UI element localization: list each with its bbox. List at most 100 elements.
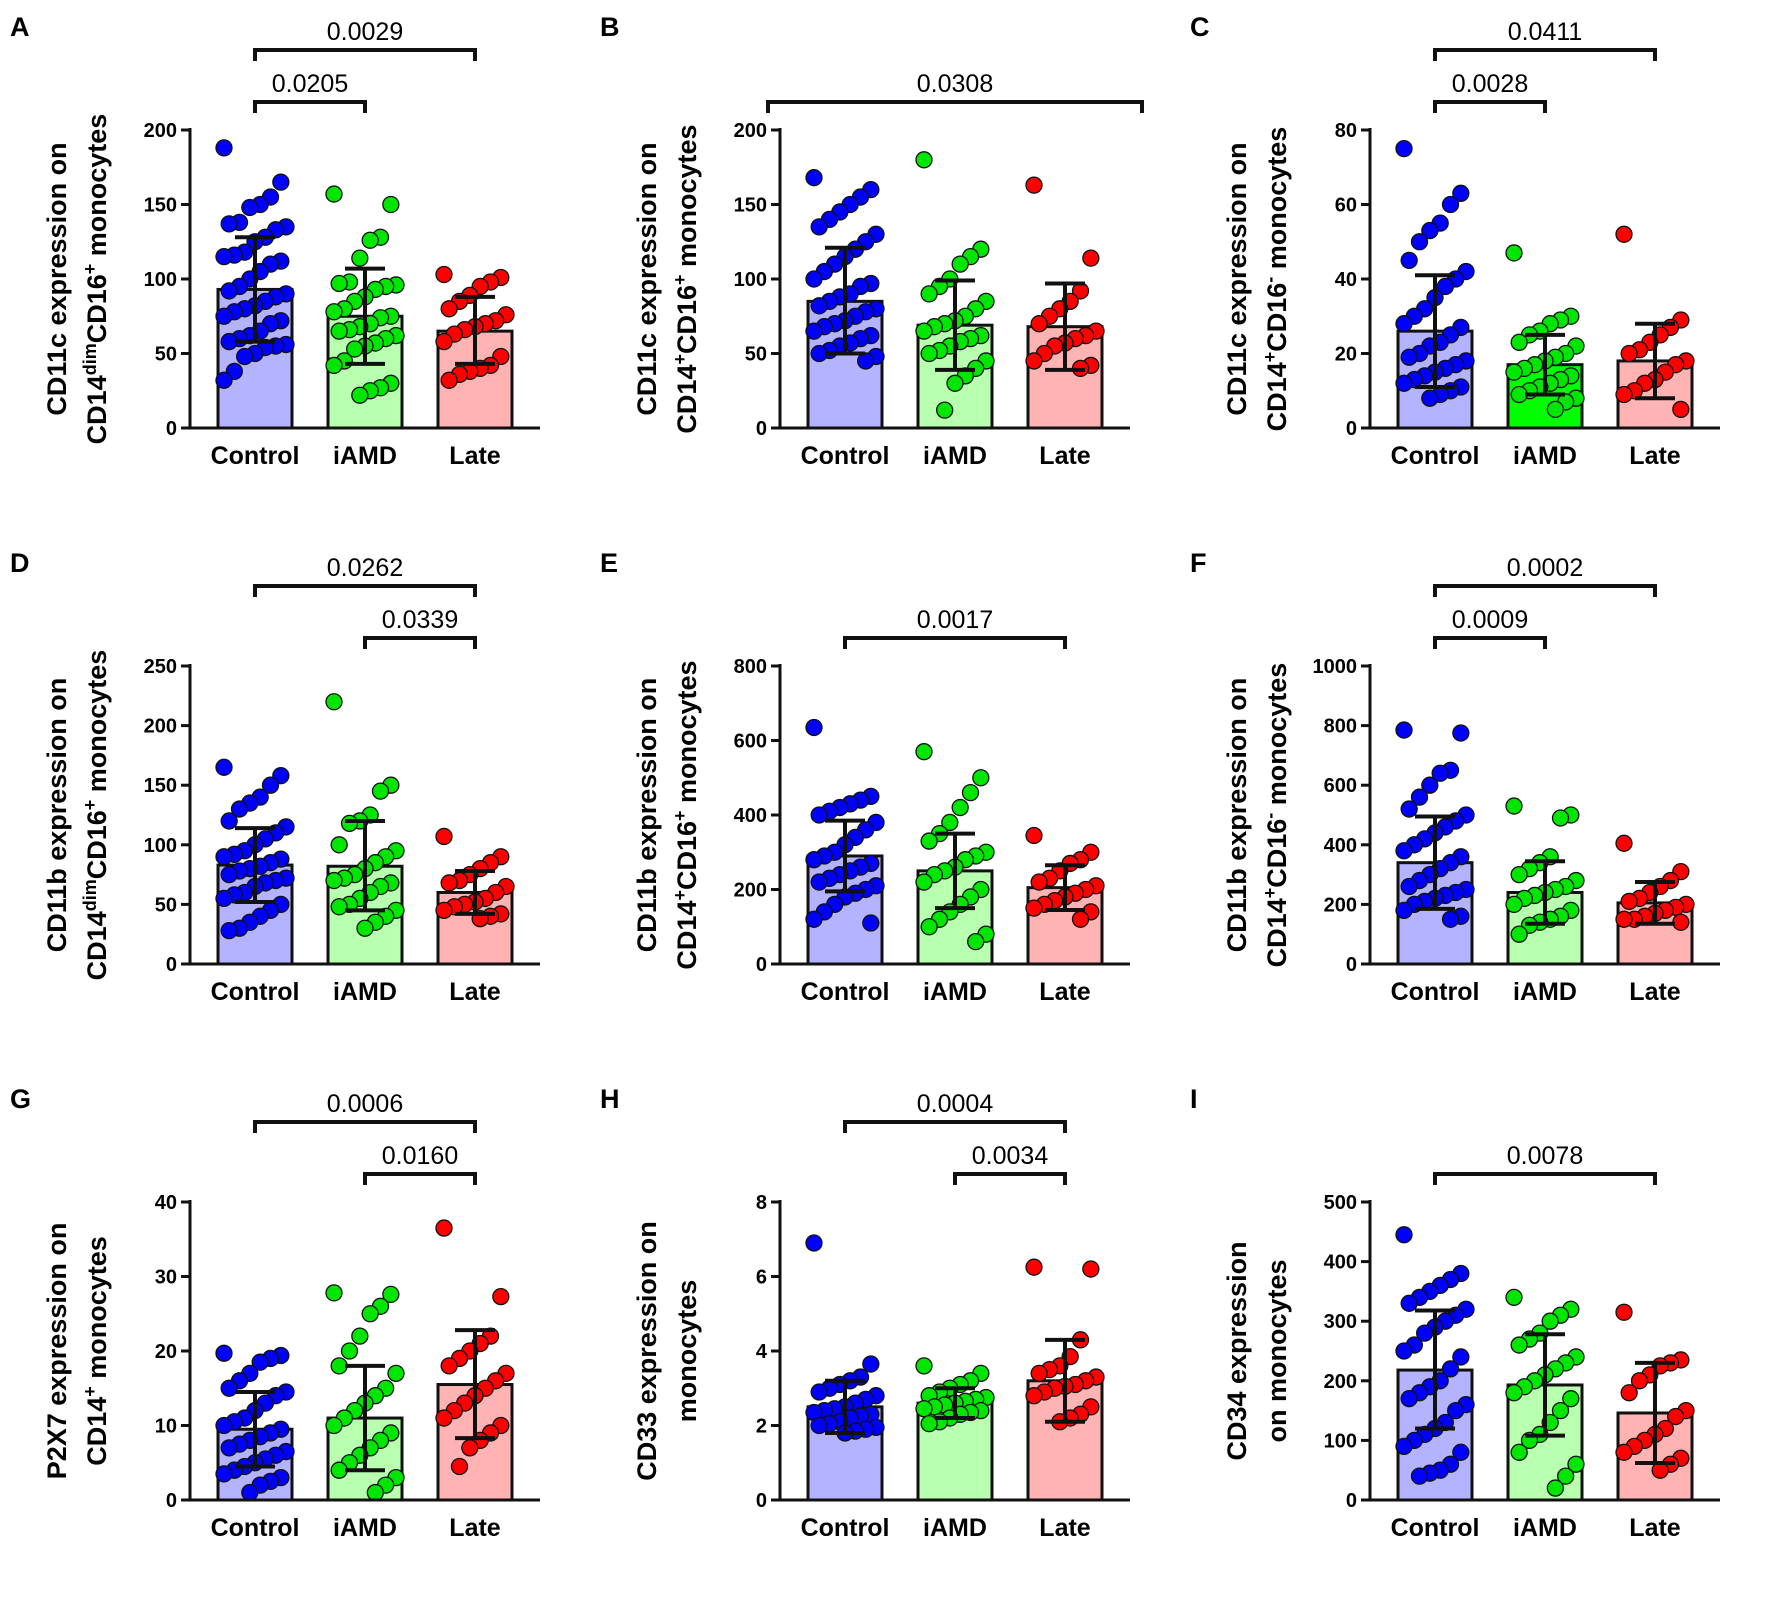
data-point [862, 914, 880, 932]
data-point [440, 300, 458, 318]
significance-bracket [363, 1172, 477, 1185]
data-point [1615, 225, 1633, 243]
significance-bracket [766, 100, 1144, 113]
chart-svg: C CD11c expression on CD14+CD16- monocytes… [1190, 12, 1720, 470]
y-tick-label: 20 [1335, 344, 1357, 366]
panel-f: F CD11b expression on CD14+CD16- monocytes… [1180, 536, 1770, 1072]
data-point [351, 386, 369, 404]
data-point [1510, 1336, 1528, 1354]
data-point [1395, 901, 1413, 920]
x-tick-label: Control [211, 442, 300, 470]
data-point [325, 303, 343, 321]
significance-bracket [1433, 636, 1547, 649]
data-point [1541, 1312, 1559, 1330]
y-tick-label: 0 [756, 1490, 767, 1512]
data-point [1030, 315, 1048, 333]
data-point [1551, 809, 1570, 827]
significance-bracket [843, 1120, 1067, 1133]
data-point [215, 307, 233, 325]
data-point [261, 776, 280, 794]
y-tick-label: 40 [155, 1192, 177, 1214]
data-point [1421, 776, 1439, 794]
significance-bracket [253, 1120, 477, 1133]
y-axis-label-part: + [670, 810, 690, 821]
y-tick-label: 0 [756, 418, 767, 440]
p-value-label: 0.0017 [917, 606, 993, 634]
y-axis-label-part: P2X7 expression on [42, 1223, 72, 1480]
data-point [961, 783, 980, 802]
data-point [1410, 1467, 1429, 1485]
data-point [915, 151, 933, 169]
data-point [1452, 724, 1470, 742]
y-tick-label: 400 [734, 805, 767, 827]
data-point [325, 1416, 343, 1435]
data-point [810, 806, 828, 824]
chart-svg: F CD11b expression on CD14+CD16- monocytes… [1190, 548, 1720, 1006]
data-point [810, 218, 828, 236]
y-tick-label: 8 [756, 1192, 767, 1214]
panel-letter: A [10, 12, 30, 42]
y-axis-label: on monocytes [1262, 1259, 1292, 1442]
significance-bracket [843, 636, 1067, 649]
significance-bracket [253, 100, 367, 113]
y-axis-label: CD11b expression on [42, 678, 72, 953]
data-point [967, 932, 985, 951]
data-point [215, 889, 233, 908]
data-point [435, 1219, 453, 1237]
y-tick-label: 600 [734, 731, 767, 753]
y-tick-label: 0 [756, 954, 767, 976]
y-tick-label: 200 [734, 880, 767, 902]
y-axis-label: monocytes [672, 1280, 702, 1423]
data-point [805, 1234, 823, 1252]
y-tick-label: 40 [1335, 269, 1357, 291]
p-value-label: 0.0006 [327, 1090, 403, 1118]
p-value-label: 0.0205 [272, 70, 348, 98]
y-tick-label: 100 [144, 835, 177, 857]
data-point [330, 1357, 348, 1375]
data-point [215, 139, 233, 157]
x-tick-label: iAMD [1513, 442, 1577, 470]
data-point [230, 800, 249, 818]
data-point [1510, 385, 1528, 404]
y-tick-label: 10 [155, 1416, 177, 1438]
data-point [325, 693, 343, 711]
data-point [1025, 1387, 1043, 1405]
data-point [1395, 1437, 1413, 1456]
data-point [1025, 1258, 1043, 1276]
data-point [251, 1353, 269, 1371]
panel-d: D CD11b expression on CD14dimCD16+ monocyt… [0, 536, 590, 1072]
significance-bracket [253, 48, 477, 61]
y-axis-label-part: CD14 [672, 901, 702, 970]
data-point [215, 371, 233, 389]
y-axis-label: CD11c expression on [42, 142, 72, 415]
data-point [1505, 797, 1523, 815]
y-axis-label-part: CD16 [82, 274, 112, 343]
y-tick-label: 300 [1324, 1311, 1357, 1333]
panel-a: A CD11c expression on CD14dimCD16+ monocyt… [0, 0, 590, 536]
data-point [440, 874, 458, 892]
y-tick-label: 0 [1346, 418, 1357, 440]
data-point [1395, 139, 1413, 158]
data-point [920, 918, 938, 936]
data-point [1421, 389, 1439, 407]
data-point [440, 371, 458, 389]
p-value-label: 0.0034 [972, 1142, 1049, 1170]
y-axis-label-part: + [1260, 352, 1280, 363]
data-point [236, 347, 254, 366]
y-axis-label-part: - [1260, 813, 1280, 819]
y-axis-label-part: + [80, 1386, 100, 1397]
data-point [810, 1383, 828, 1401]
p-value-label: 0.0009 [1452, 606, 1528, 634]
data-point [1447, 1401, 1465, 1420]
p-value-label: 0.0078 [1507, 1142, 1583, 1170]
data-point [351, 1327, 369, 1345]
data-point [1615, 1303, 1633, 1321]
data-point [1025, 176, 1043, 194]
data-point [1400, 251, 1418, 270]
panel-i: I CD34 expression on monocytes 0 100 200 300 40… [1180, 1072, 1770, 1608]
data-point [915, 322, 933, 340]
data-point [1400, 348, 1418, 366]
data-point [1615, 910, 1633, 928]
data-point [1400, 800, 1418, 818]
